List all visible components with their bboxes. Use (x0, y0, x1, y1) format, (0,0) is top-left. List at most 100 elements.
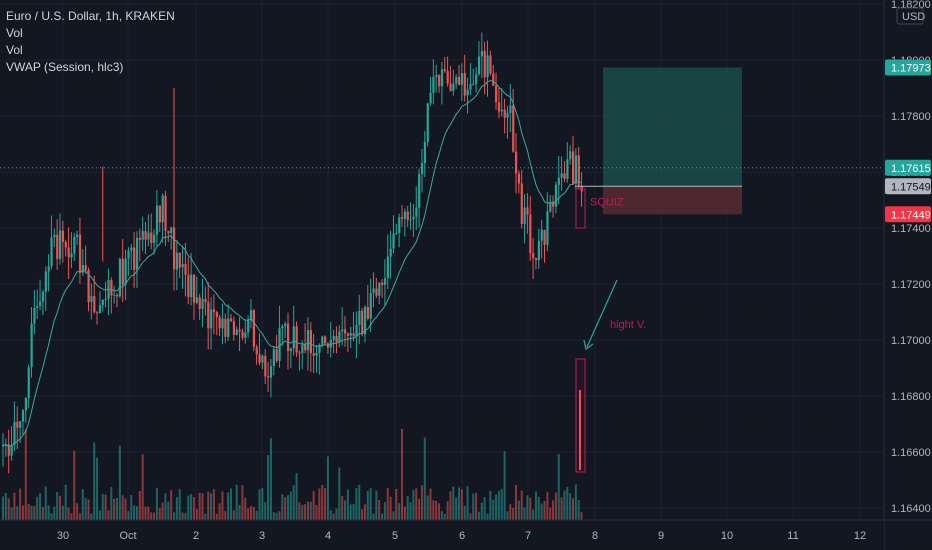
y-tick-label: 1.18200 (891, 0, 931, 11)
candle-body (492, 73, 495, 86)
candle-body (90, 296, 93, 303)
volume-bar (420, 485, 423, 520)
volume-bar (278, 511, 281, 520)
volume-bar (381, 513, 384, 520)
candle-body (84, 265, 87, 270)
volume-bar (241, 485, 244, 520)
volume-bar (463, 505, 466, 520)
squeeze-box[interactable] (575, 188, 586, 229)
volume-bar (158, 508, 161, 520)
volume-bar (338, 467, 341, 520)
volume-bar (121, 495, 124, 520)
candle-body (443, 69, 446, 72)
time-axis (0, 520, 884, 550)
volume-bar (423, 437, 426, 520)
currency-badge[interactable] (896, 7, 924, 25)
candle-body (355, 324, 358, 337)
volume-label[interactable]: hight V. (610, 319, 646, 331)
volume-bar (389, 496, 392, 520)
candle-body (53, 234, 56, 238)
volume-bar (335, 508, 338, 520)
volume-bar (287, 495, 289, 520)
candle-body (56, 234, 59, 259)
candle-body (352, 333, 355, 337)
volume-bar (249, 506, 252, 520)
candle-body (81, 265, 84, 273)
annotation-arrow[interactable] (586, 279, 618, 348)
candle-body (526, 207, 529, 215)
volume-bar (383, 502, 386, 520)
candle-body (158, 205, 161, 223)
candle-body (301, 344, 304, 354)
volume-bar (452, 486, 455, 520)
candle-body (503, 109, 506, 118)
volume-bar (218, 503, 221, 520)
volume-bar (10, 507, 13, 520)
candle-body (130, 247, 133, 251)
volume-bar (517, 500, 520, 520)
volume-bar (497, 490, 500, 520)
candle-body (289, 348, 293, 352)
volume-bar (378, 499, 381, 520)
volume-bar (281, 494, 284, 520)
candle-body (272, 349, 275, 367)
candle-body (192, 274, 196, 303)
volume-bar (580, 512, 583, 520)
volume-bar (96, 457, 99, 520)
candle-body (135, 237, 139, 270)
volume-bar (221, 491, 224, 520)
volume-bar (204, 513, 207, 520)
volume-bar (483, 497, 486, 520)
x-tick-label: 8 (592, 530, 598, 542)
candle-body (13, 421, 16, 445)
volume-bar (372, 513, 375, 520)
candle-body (16, 421, 19, 428)
volume-bar (386, 488, 389, 520)
volume-bar (526, 495, 529, 520)
candle-body (369, 293, 372, 319)
volume-bar (56, 492, 59, 520)
volume-bar (398, 503, 401, 520)
volume-bar (215, 513, 218, 520)
candle-body (292, 326, 295, 349)
candle-body (215, 312, 218, 318)
candle-body (264, 355, 267, 377)
candle-body (184, 263, 187, 275)
x-tick-label: 2 (193, 530, 199, 542)
profit-zone[interactable] (603, 67, 742, 187)
candle-body (59, 230, 62, 259)
candle-body (346, 333, 350, 336)
volume-bar (486, 513, 489, 520)
volume-bar (87, 499, 90, 520)
price-tag-label: 1.17615 (891, 163, 931, 175)
candle-body (529, 214, 532, 254)
y-tick-label: 1.16800 (891, 391, 931, 403)
volume-bar (395, 489, 398, 520)
candle-body (295, 326, 298, 353)
volume-bar (324, 488, 327, 520)
candle-body (520, 183, 523, 225)
price-axis (884, 0, 932, 550)
volume-bar (36, 496, 39, 520)
x-tick-label: 5 (392, 530, 398, 542)
volume-bar (247, 508, 250, 520)
vwap-indicator[interactable]: VWAP (Session, hlc3) (6, 60, 124, 74)
candle-body (110, 280, 113, 296)
price-tag (885, 206, 931, 223)
volume-bar (480, 502, 483, 520)
volume-indicator-1[interactable]: Vol (6, 26, 23, 40)
candle-body (7, 444, 10, 456)
volume-bar (503, 451, 506, 520)
volume-indicator-2[interactable]: Vol (6, 43, 23, 57)
volume-bar (59, 495, 61, 520)
volume-bar (272, 512, 275, 520)
volume-bar (244, 498, 247, 520)
loss-zone[interactable] (603, 186, 742, 215)
volume-bar (552, 500, 555, 520)
candle-body (329, 339, 332, 348)
candle-body (549, 201, 552, 212)
squeeze-label[interactable]: SQUIZ (590, 197, 624, 209)
candle-body (423, 141, 426, 164)
symbol-title[interactable]: Euro / U.S. Dollar, 1h, KRAKEN (6, 9, 175, 23)
